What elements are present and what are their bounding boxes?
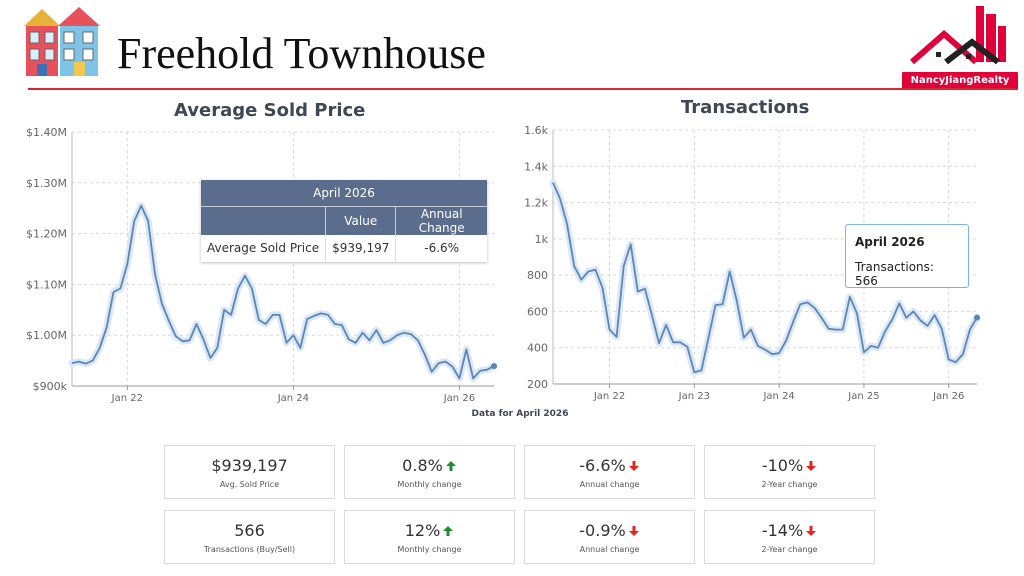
series-line[interactable]: [552, 182, 978, 374]
avg-price-tooltip: April 2026 Value Annual Change Average S…: [201, 180, 487, 262]
tooltip-col-value: Value: [325, 206, 397, 235]
y-tick-label: 200: [527, 378, 548, 391]
data-date-note: Data for April 2026: [471, 409, 569, 419]
stat-value: 566: [165, 521, 334, 540]
x-tick-label: Jan 22: [593, 391, 625, 402]
stat-label: Avg. Sold Price: [219, 480, 280, 489]
stat-card: $939,197 Avg. Sold Price: [164, 445, 335, 499]
stat-label: Monthly change: [397, 545, 462, 554]
y-tick-label: $1.10M: [26, 278, 67, 291]
x-tick-label: Jan 24: [277, 393, 309, 404]
stat-value: 12%: [345, 521, 514, 540]
stat-label: Annual change: [579, 480, 640, 489]
stat-value: -10%: [705, 456, 874, 475]
x-tick-label: Jan 22: [111, 393, 143, 404]
stat-card: 12% Monthly change: [344, 510, 515, 564]
latest-data-point[interactable]: [974, 314, 980, 321]
stat-label: Annual change: [579, 545, 640, 554]
x-tick-label: Jan 23: [678, 391, 710, 402]
y-tick-label: $1.40M: [26, 126, 67, 139]
x-tick-label: Jan 26: [932, 391, 964, 402]
stat-card: 566 Transactions (Buy/Sell): [164, 510, 335, 564]
tooltip-month: April 2026: [201, 180, 487, 207]
brand-logo[interactable]: NancyJiangRealty: [900, 4, 1018, 90]
stat-value-text: $939,197: [211, 456, 288, 475]
stat-label: 2-Year change: [761, 545, 818, 554]
y-tick-label: $900k: [33, 380, 68, 393]
stat-value-text: 12%: [404, 521, 441, 540]
stat-value-text: -6.6%: [579, 456, 626, 475]
stat-value-text: -0.9%: [579, 521, 626, 540]
arrow-down-icon: [628, 526, 639, 536]
y-tick-label: 1.6k: [524, 124, 548, 137]
y-tick-label: 1.2k: [524, 197, 548, 210]
arrow-down-icon: [806, 461, 817, 471]
page-title: Freehold Townhouse: [117, 29, 486, 78]
tooltip-corner: [201, 206, 327, 235]
arrow-down-icon: [628, 461, 639, 471]
x-tick-label: Jan 24: [762, 391, 794, 402]
stat-card: 0.8% Monthly change: [344, 445, 515, 499]
header: Freehold Townhouse NancyJiangRealty: [0, 0, 1024, 90]
arrow-up-icon: [445, 461, 456, 471]
y-tick-label: 1k: [535, 233, 549, 246]
arrow-down-icon: [806, 526, 817, 536]
transactions-chart[interactable]: 200 400 600 800 1k 1.2k 1.4k 1.6k Jan 22 Jan 23 Ja…: [500, 110, 1000, 410]
stat-card: -10% 2-Year change: [704, 445, 875, 499]
series-line[interactable]: [71, 204, 495, 380]
stat-value-text: 566: [234, 521, 265, 540]
tooltip-row-change: -6.6%: [424, 241, 460, 255]
stat-value: -14%: [705, 521, 874, 540]
latest-data-point[interactable]: [491, 363, 497, 370]
x-tick-label: Jan 26: [443, 393, 475, 404]
tooltip-col-change: Annual Change: [395, 206, 487, 235]
brand-name: NancyJiangRealty: [902, 72, 1018, 89]
stat-value: 0.8%: [345, 456, 514, 475]
stat-card: -6.6% Annual change: [524, 445, 695, 499]
tooltip-row-label: Average Sold Price: [201, 234, 327, 262]
arrow-up-icon: [443, 526, 454, 536]
stat-value: -0.9%: [525, 521, 694, 540]
chart-title-avg-price: Average Sold Price: [174, 100, 366, 121]
tooltip-text: Transactions: 566: [855, 260, 934, 288]
y-tick-label: 800: [527, 269, 548, 282]
tooltip-row-value: $939,197: [325, 234, 397, 262]
stat-label: 2-Year change: [761, 480, 818, 489]
tooltip-title: April 2026: [855, 235, 925, 249]
stat-value: -6.6%: [525, 456, 694, 475]
townhouse-logo-icon: [24, 7, 100, 76]
stat-card: -14% 2-Year change: [704, 510, 875, 564]
y-tick-label: 600: [527, 305, 548, 318]
stat-label: Transactions (Buy/Sell): [203, 545, 296, 554]
stat-card: -0.9% Annual change: [524, 510, 695, 564]
y-tick-label: $1.30M: [26, 177, 67, 190]
y-tick-label: $1.20M: [26, 228, 67, 241]
stat-value: $939,197: [165, 456, 334, 475]
stat-value-text: 0.8%: [402, 456, 443, 475]
y-tick-label: 400: [527, 342, 548, 355]
stat-label: Monthly change: [397, 480, 462, 489]
chart-title-transactions: Transactions: [681, 97, 810, 118]
stat-value-text: -14%: [761, 521, 804, 540]
y-tick-label: $1.00M: [26, 329, 67, 342]
stat-value-text: -10%: [761, 456, 804, 475]
y-tick-label: 1.4k: [524, 160, 548, 173]
transactions-tooltip: April 2026 Transactions: 566: [845, 224, 969, 288]
header-divider: [28, 88, 1018, 90]
x-tick-label: Jan 25: [847, 391, 879, 402]
skyline-house-icon: [910, 6, 1006, 65]
